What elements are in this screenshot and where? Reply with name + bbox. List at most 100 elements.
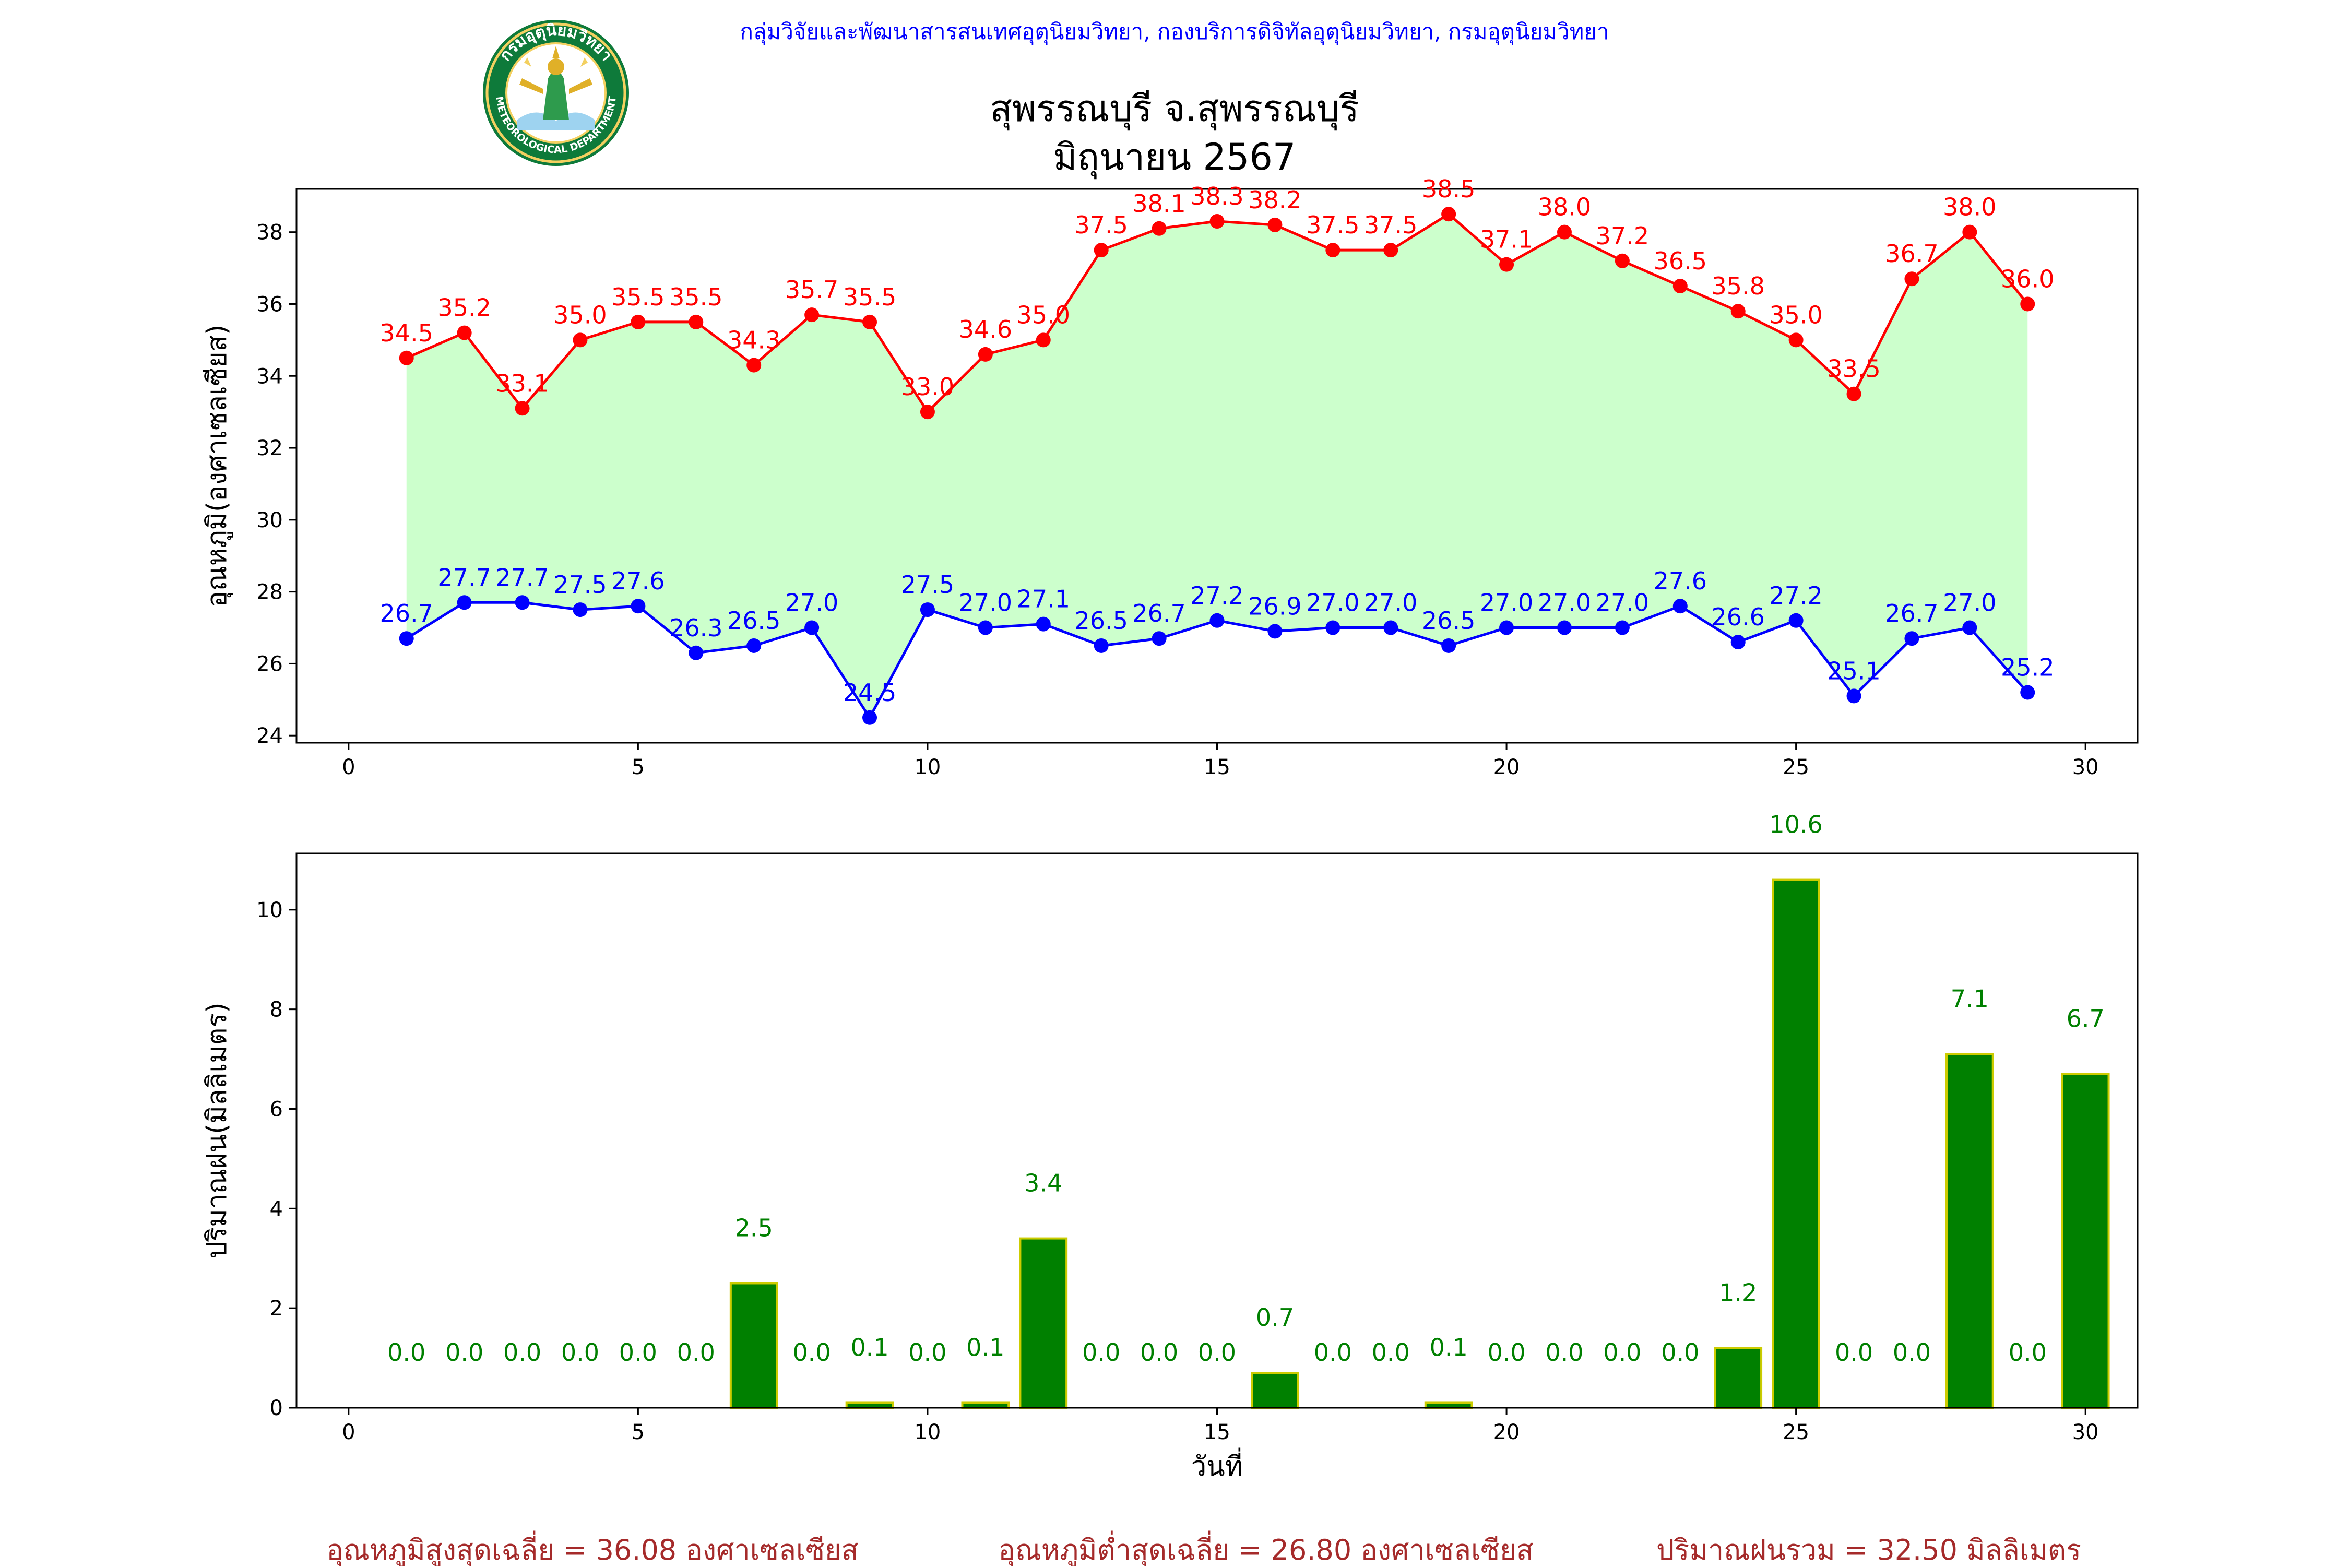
temperature-chart: 0 5 10 15 20 25 30 24 26 28 30 32 34 36 38 อุณหภูมิ(องศ…: [201, 175, 2139, 779]
max-temp-data-label: 35.0: [1769, 301, 1822, 329]
min-temp-data-label: 26.7: [380, 599, 433, 627]
min-temp-point: [804, 620, 820, 635]
rain-data-label: 0.0: [2009, 1338, 2047, 1367]
rain-data-label: 10.6: [1769, 811, 1822, 839]
rain-plot-frame: [295, 852, 2139, 1409]
min-temp-data-label: 27.6: [611, 567, 665, 595]
max-temp-point: [920, 405, 935, 420]
max-temp-data-label: 37.5: [1364, 211, 1417, 239]
rain-data-label: 6.7: [2067, 1005, 2105, 1033]
max-temp-data-label: 35.5: [843, 283, 896, 311]
rain-data-label: 0.0: [793, 1338, 831, 1367]
min-temp-point: [1615, 620, 1630, 635]
x-tick-label: 0: [342, 1420, 355, 1444]
x-tick-label: 25: [1783, 755, 1809, 779]
x-tick-label: 15: [1204, 755, 1230, 779]
max-temp-point: [1267, 217, 1283, 232]
min-temp-point: [689, 645, 704, 660]
min-temp-data-label: 27.2: [1190, 581, 1243, 610]
max-temp-data-label: 35.8: [1711, 272, 1764, 300]
rain-data-label: 0.0: [561, 1338, 599, 1367]
min-temp-point: [1672, 599, 1688, 614]
max-temp-point: [746, 358, 762, 373]
x-axis-label: วันที่: [1191, 1447, 1243, 1482]
min-temp-data-label: 26.6: [1711, 603, 1764, 631]
y-tick-label: 26: [256, 652, 283, 676]
min-temp-data-label: 27.0: [959, 589, 1012, 617]
department-line: กลุ่มวิจัยและพัฒนาสารสนเทศอุตุนิยมวิทยา,…: [740, 19, 1609, 45]
rain-data-label: 0.0: [445, 1338, 483, 1367]
max-temp-point: [457, 325, 472, 340]
rain-data-label: 0.0: [1487, 1338, 1525, 1367]
min-temp-point: [573, 602, 588, 617]
max-temp-data-label: 37.1: [1480, 225, 1533, 254]
max-temp-point: [1209, 214, 1225, 229]
max-temp-data-label: 38.0: [1943, 193, 1996, 221]
y-tick-label: 24: [256, 724, 283, 748]
max-temp-point: [1615, 253, 1630, 268]
y-tick-label: 8: [270, 998, 283, 1022]
min-temp-point: [1441, 638, 1456, 653]
x-tick-label: 20: [1493, 1420, 1520, 1444]
max-temp-data-label: 33.0: [901, 373, 954, 401]
max-temp-data-label: 38.3: [1190, 182, 1243, 210]
max-temp-point: [1383, 243, 1398, 258]
max-temp-point: [1557, 224, 1572, 240]
max-temp-point: [1962, 224, 1977, 240]
min-temp-data-label: 27.7: [437, 563, 491, 591]
month-title: มิถุนายน 2567: [1053, 136, 1296, 180]
max-temp-data-label: 34.3: [727, 326, 780, 354]
rain-data-label: 0.7: [1256, 1303, 1294, 1332]
min-temp-data-label: 27.0: [1596, 589, 1649, 617]
rain-bar: [1945, 1053, 1994, 1409]
min-temp-data-label: 26.5: [1074, 607, 1128, 635]
max-temp-data-label: 36.7: [1885, 240, 1938, 268]
x-tick-label: 0: [342, 755, 355, 779]
x-tick-label: 10: [914, 1420, 941, 1444]
max-temp-point: [573, 332, 588, 348]
rain-bar: [2061, 1073, 2110, 1409]
rain-data-label: 0.0: [1198, 1338, 1236, 1367]
max-temp-data-label: 38.5: [1422, 175, 1475, 203]
min-temp-data-label: 27.0: [1480, 589, 1533, 617]
max-temp-data-label: 34.5: [380, 319, 433, 347]
max-temp-point: [1325, 243, 1340, 258]
max-temp-data-label: 33.1: [495, 369, 549, 397]
rain-data-label: 0.0: [1140, 1338, 1178, 1367]
max-temp-point: [2020, 296, 2035, 312]
y-axis-label: ปริมาณฝน(มิลลิเมตร): [201, 1002, 233, 1258]
min-temp-point: [1557, 620, 1572, 635]
min-temp-point: [746, 638, 762, 653]
rain-data-label: 0.0: [503, 1338, 541, 1367]
min-temp-point: [1267, 624, 1283, 639]
max-temp-point: [1499, 257, 1514, 272]
x-tick-label: 10: [914, 755, 941, 779]
rain-bar: [1019, 1237, 1068, 1409]
min-temp-data-label: 27.0: [1538, 589, 1591, 617]
max-temp-point: [1094, 243, 1109, 258]
rain-bar: [1772, 878, 1820, 1409]
footer-avg-min: อุณหภูมิต่ำสุดเฉลี่ย = 26.80 องศาเซลเซีย…: [998, 1530, 1533, 1566]
y-tick-label: 30: [256, 508, 283, 532]
rain-data-label: 0.1: [966, 1333, 1004, 1361]
max-temp-point: [978, 347, 993, 362]
y-tick-label: 2: [270, 1297, 283, 1321]
max-temp-data-label: 37.2: [1596, 222, 1649, 250]
rain-data-label: 0.0: [1372, 1338, 1410, 1367]
y-tick-label: 0: [270, 1396, 283, 1420]
rain-data-label: 0.0: [387, 1338, 425, 1367]
min-temp-data-label: 24.5: [843, 679, 896, 707]
max-temp-data-label: 35.5: [611, 283, 665, 311]
max-temp-point: [1904, 271, 1919, 287]
min-temp-point: [1846, 688, 1861, 704]
max-temp-point: [399, 350, 414, 365]
min-temp-point: [1383, 620, 1398, 635]
min-temp-point: [1094, 638, 1109, 653]
meteorological-department-seal-icon: กรมอุตุนิยมวิทยา METEOROLOGICAL DEPARTME…: [483, 20, 629, 166]
max-temp-data-label: 36.0: [2001, 265, 2054, 293]
rain-data-label: 0.0: [908, 1338, 946, 1367]
max-temp-data-label: 34.6: [959, 315, 1012, 343]
max-temp-point: [515, 401, 530, 416]
rain-data-label: 0.1: [1430, 1333, 1468, 1361]
